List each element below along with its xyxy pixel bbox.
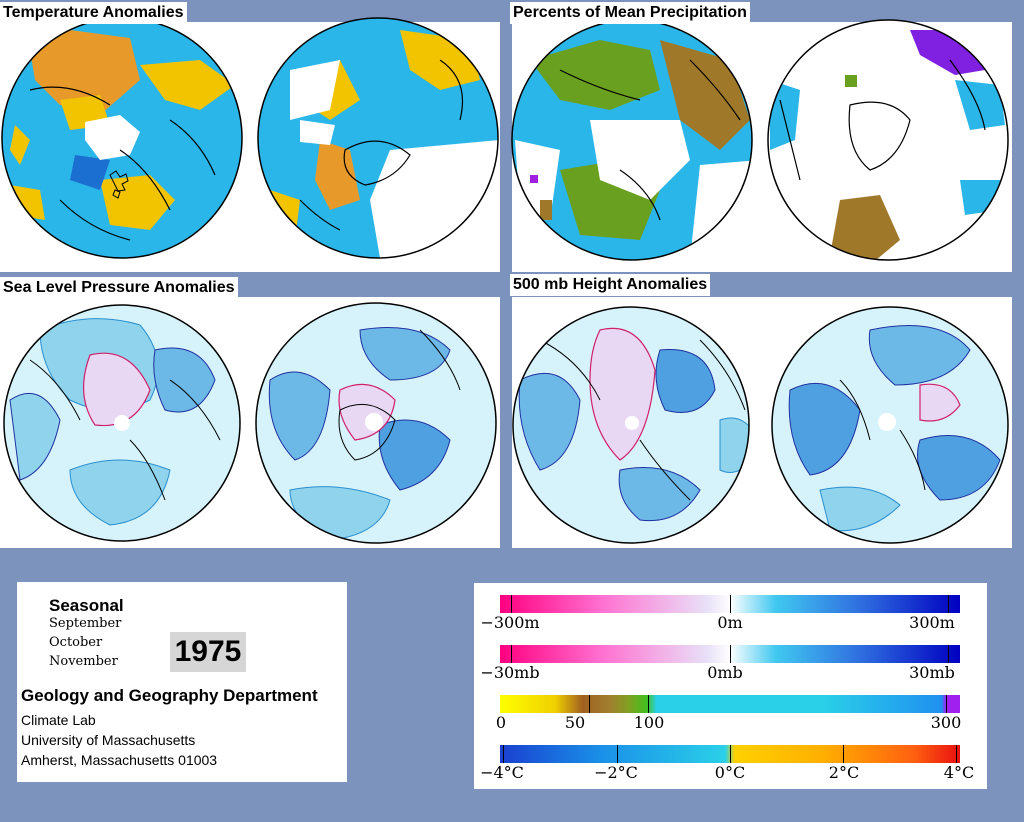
temperature-color-scale	[500, 745, 960, 763]
department-name: Geology and Geography Department	[21, 686, 318, 705]
pressure-color-scale	[500, 645, 960, 663]
color-legend: −300m 0m 300m −30mb 0mb 30mb 0 50 100 30…	[474, 583, 987, 789]
month-label: October	[49, 635, 103, 650]
height-color-scale	[500, 595, 960, 613]
temperature-label: 2°C	[828, 763, 860, 782]
slp-south-map	[255, 302, 497, 544]
address-line: University of Massachusetts	[21, 732, 196, 748]
year-badge: 1975	[170, 632, 246, 672]
pressure-label-min: −30mb	[480, 663, 540, 682]
address-line: Climate Lab	[21, 712, 96, 728]
temperature-north-map	[1, 17, 243, 259]
height-label-min: −300m	[480, 613, 540, 632]
precipitation-label: 50	[564, 713, 586, 732]
precipitation-label: 0	[495, 713, 507, 732]
info-box: Seasonal September October November 1975…	[17, 582, 347, 782]
pressure-label-zero: 0mb	[707, 663, 743, 682]
month-label: September	[49, 616, 122, 631]
precipitation-color-scale	[500, 695, 960, 713]
height-south-map	[771, 306, 1009, 544]
temperature-label: −4°C	[480, 763, 524, 782]
season-label: Seasonal	[49, 596, 124, 615]
address-line: Amherst, Massachusetts 01003	[21, 752, 218, 768]
precipitation-south-map	[767, 19, 1009, 261]
slp-title: Sea Level Pressure Anomalies	[0, 277, 238, 299]
height-north-map	[512, 306, 750, 544]
precipitation-title: Percents of Mean Precipitation	[510, 2, 750, 24]
precipitation-label: 100	[633, 713, 665, 732]
hemisphere-maps	[1, 17, 1009, 544]
pressure-label-max: 30mb	[909, 663, 955, 682]
precipitation-label: 300	[930, 713, 962, 732]
height-title: 500 mb Height Anomalies	[510, 274, 711, 296]
precipitation-north-map	[511, 19, 753, 261]
temperature-label: −2°C	[594, 763, 638, 782]
temperature-south-map	[257, 17, 499, 259]
month-label: November	[49, 654, 118, 669]
height-label-zero: 0m	[717, 613, 743, 632]
temperature-title: Temperature Anomalies	[0, 2, 187, 24]
slp-north-map	[3, 304, 241, 542]
temperature-label: 4°C	[943, 763, 975, 782]
temperature-label: 0°C	[714, 763, 746, 782]
height-label-max: 300m	[909, 613, 955, 632]
